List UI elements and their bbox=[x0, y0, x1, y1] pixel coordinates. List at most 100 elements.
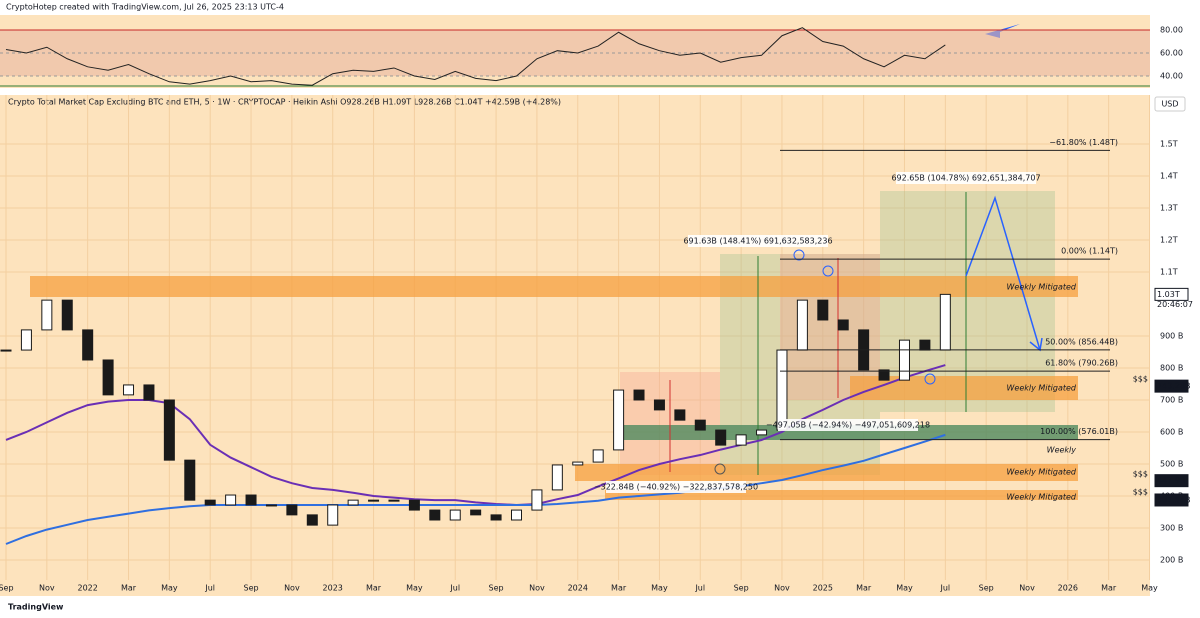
candle bbox=[898, 339, 910, 381]
candle bbox=[817, 299, 829, 321]
rsi-tick-label: 40.00 bbox=[1160, 72, 1183, 81]
x-tick-label: Mar bbox=[611, 584, 627, 593]
y-tick-label: 1.4T bbox=[1160, 171, 1178, 180]
candle bbox=[306, 514, 318, 526]
x-tick-label: May bbox=[161, 584, 178, 593]
x-tick-label: Jul bbox=[694, 584, 705, 593]
x-tick-label: Sep bbox=[0, 584, 14, 593]
x-tick-label: May bbox=[896, 584, 913, 593]
countdown: 20:46:07 bbox=[1157, 300, 1193, 309]
x-tick-label: Jul bbox=[939, 584, 950, 593]
candle bbox=[796, 299, 808, 351]
marker bbox=[714, 463, 726, 475]
measure-label: 691.63B (148.41%) 691,632,583,236 bbox=[683, 237, 832, 246]
candle bbox=[878, 369, 890, 381]
candle bbox=[531, 489, 543, 511]
x-tick-label: Nov bbox=[1019, 584, 1035, 593]
x-tick-label: Sep bbox=[979, 584, 994, 593]
liquidity-label: $$$ bbox=[1133, 375, 1148, 384]
symbol-line: Crypto Total Market Cap Excluding BTC an… bbox=[8, 98, 561, 107]
zone-label: Weekly Mitigated bbox=[1007, 493, 1077, 502]
candle bbox=[0, 349, 12, 352]
price-tag bbox=[1154, 474, 1189, 488]
x-tick-label: Jul bbox=[449, 584, 460, 593]
x-tick-label: 2024 bbox=[568, 584, 588, 593]
measure-label: −497.05B (−42.94%) −497,051,609,218 bbox=[766, 421, 930, 430]
candle bbox=[429, 509, 441, 521]
price-tag-label: 1.03T bbox=[1157, 290, 1180, 299]
candle bbox=[82, 329, 94, 361]
y-tick-label: 700 B bbox=[1160, 395, 1183, 404]
candle bbox=[715, 429, 727, 446]
y-tick-label: 1.2T bbox=[1160, 235, 1178, 244]
projection bbox=[965, 195, 1041, 351]
x-tick-label: Mar bbox=[121, 584, 137, 593]
candle bbox=[551, 464, 563, 491]
y-tick-label: 1.1T bbox=[1160, 267, 1178, 276]
marker bbox=[924, 373, 936, 385]
currency-box[interactable] bbox=[1154, 96, 1186, 112]
brand: TradingView bbox=[8, 603, 64, 612]
zone bbox=[605, 490, 1078, 500]
rsi-tick-label: 60.00 bbox=[1160, 48, 1183, 57]
candle bbox=[388, 499, 400, 502]
x-tick-label: May bbox=[1141, 584, 1158, 593]
candle bbox=[470, 509, 482, 516]
rsi-line bbox=[5, 27, 946, 86]
zone-label: Weekly Mitigated bbox=[1007, 283, 1077, 292]
candle bbox=[633, 389, 645, 401]
zone-label: Weekly Mitigated bbox=[1007, 384, 1077, 393]
y-tick-label: 1.5T bbox=[1160, 139, 1178, 148]
y-tick-label: 500 B bbox=[1160, 459, 1183, 468]
candle bbox=[735, 434, 747, 446]
liquidity-label: $$$ bbox=[1133, 488, 1148, 497]
fib-label: −61.80% (1.48T) bbox=[1049, 138, 1118, 147]
candle bbox=[123, 384, 135, 396]
marker bbox=[793, 249, 805, 261]
y-tick-label: 800 B bbox=[1160, 363, 1183, 372]
x-tick-label: 2026 bbox=[1058, 584, 1078, 593]
fib-label: 100.00% (576.01B) bbox=[1040, 427, 1118, 436]
candle bbox=[490, 514, 502, 521]
liquidity-label: $$$ bbox=[1133, 470, 1148, 479]
credit: CryptoHotep created with TradingView.com… bbox=[6, 3, 284, 12]
zone-label: Weekly bbox=[1047, 446, 1077, 455]
price-tag-label: 387.54B bbox=[1157, 495, 1190, 504]
x-tick-label: 2023 bbox=[323, 584, 343, 593]
measure-label-bg bbox=[896, 172, 1036, 184]
fib-label: 61.80% (790.26B) bbox=[1045, 359, 1118, 368]
rsi-tick-label: 80.00 bbox=[1160, 25, 1183, 34]
candle bbox=[572, 461, 584, 466]
x-tick-label: Sep bbox=[244, 584, 259, 593]
y-tick-label: 900 B bbox=[1160, 331, 1183, 340]
x-tick-label: Mar bbox=[856, 584, 872, 593]
price-tag-label: 743.28B bbox=[1157, 382, 1190, 391]
candle bbox=[592, 449, 604, 463]
measure-label-bg bbox=[778, 419, 918, 431]
candle bbox=[449, 509, 461, 521]
x-tick-label: Nov bbox=[774, 584, 790, 593]
candle bbox=[837, 319, 849, 331]
zone bbox=[575, 464, 1078, 481]
candle bbox=[776, 349, 788, 431]
candle bbox=[61, 299, 73, 331]
x-tick-label: Nov bbox=[529, 584, 545, 593]
zone bbox=[615, 425, 1078, 440]
candle bbox=[163, 399, 175, 461]
measure-label-bg bbox=[688, 235, 828, 247]
y-tick-label: 1.3T bbox=[1160, 203, 1178, 212]
fib-label: 50.00% (856.44B) bbox=[1045, 337, 1118, 346]
candle bbox=[102, 359, 114, 396]
x-tick-label: Sep bbox=[734, 584, 749, 593]
price-tag bbox=[1154, 379, 1189, 393]
zone bbox=[30, 276, 1078, 297]
price-tag bbox=[1154, 287, 1189, 301]
candle bbox=[204, 499, 216, 506]
measure-label-bg bbox=[606, 481, 746, 493]
x-tick-label: Mar bbox=[366, 584, 382, 593]
x-tick-label: Nov bbox=[284, 584, 300, 593]
candle bbox=[20, 329, 32, 351]
candle bbox=[408, 499, 420, 511]
currency[interactable]: USD bbox=[1161, 100, 1178, 109]
